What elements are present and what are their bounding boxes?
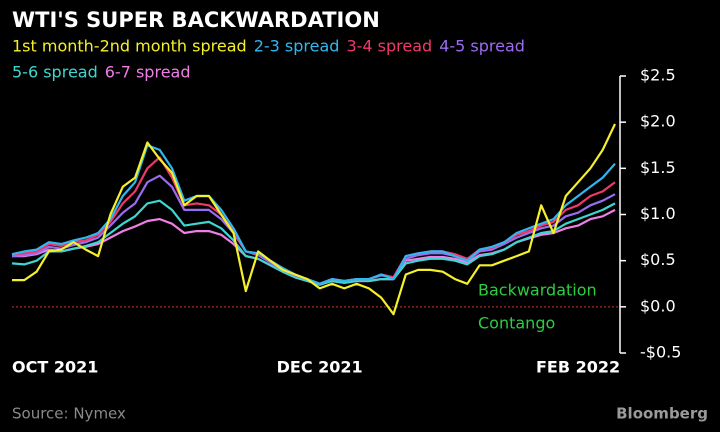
legend-entry: 6-7 spread: [105, 63, 191, 82]
annotation: Backwardation: [478, 280, 597, 299]
series-line: [12, 123, 616, 316]
legend-entry: 1st month-2nd month spread: [12, 37, 247, 56]
legend-entry: 4-5 spread: [439, 37, 525, 56]
y-tick-label: $2.5: [640, 66, 676, 85]
y-tick-label: $0.0: [640, 296, 676, 315]
y-tick-label: $2.0: [640, 112, 676, 131]
legend-entry: 5-6 spread: [12, 63, 98, 82]
legend-entry: 2-3 spread: [254, 37, 340, 56]
y-tick-label: $1.5: [640, 158, 676, 177]
x-tick-label: DEC 2021: [277, 358, 363, 377]
y-tick-label: -$0.5: [640, 343, 681, 362]
legend-entry: 3-4 spread: [346, 37, 432, 56]
x-tick-label: OCT 2021: [12, 358, 98, 377]
x-tick-label: FEB 2022: [536, 358, 620, 377]
y-tick-label: $0.5: [640, 250, 676, 269]
y-tick-label: $1.0: [640, 204, 676, 223]
chart-title: WTI'S SUPER BACKWARDATION: [12, 8, 380, 32]
source: Source: Nymex: [12, 405, 126, 423]
series-line: [11, 144, 616, 285]
brand: Bloomberg: [616, 405, 708, 423]
annotation: Contango: [478, 313, 555, 332]
